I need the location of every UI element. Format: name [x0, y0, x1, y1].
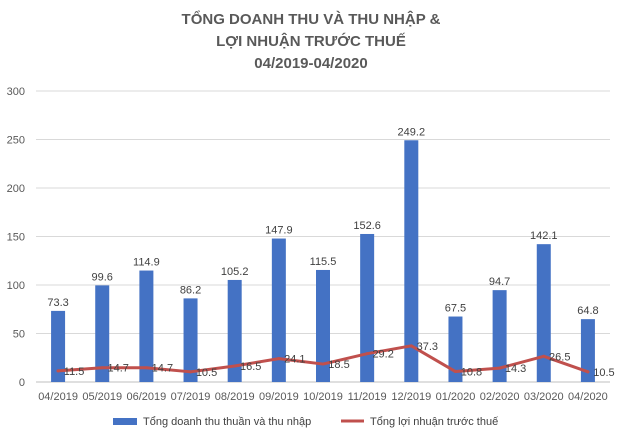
line-point: [56, 369, 60, 373]
y-tick-label: 200: [7, 183, 25, 195]
line-data-label: 11.5: [64, 366, 85, 378]
bar: [227, 279, 242, 382]
bar: [183, 298, 198, 382]
bar: [51, 310, 66, 382]
bar-data-label: 142.1: [530, 230, 558, 242]
line-data-label: 24.1: [284, 354, 305, 366]
y-tick-label: 50: [13, 329, 25, 341]
bar: [139, 270, 154, 382]
x-tick-label: 10/2019: [303, 391, 343, 403]
x-tick-label: 07/2019: [171, 391, 211, 403]
bar-series: [51, 140, 595, 382]
bar: [360, 233, 375, 382]
legend-label-bar: Tổng doanh thu thuần và thu nhập: [143, 416, 311, 428]
bar-data-label: 249.2: [398, 126, 426, 138]
line-point: [409, 344, 413, 348]
bar-data-label: 67.5: [445, 303, 466, 315]
bar-data-label: 94.7: [489, 276, 510, 288]
line-point: [498, 366, 502, 370]
chart-title-line-1: TỔNG DOANH THU VÀ THU NHẬP &: [182, 10, 441, 28]
bar: [492, 290, 507, 382]
bar: [271, 238, 286, 382]
line-point: [542, 354, 546, 358]
x-axis-ticks: 04/2019 05/2019 06/2019 07/2019 08/2019 09/20…: [38, 391, 608, 403]
y-tick-label: 0: [19, 377, 25, 389]
line-data-label: 10.8: [461, 367, 482, 379]
x-tick-label: 11/2019: [348, 391, 387, 403]
y-axis-ticks: 0 50 100 150 200 250 300: [7, 86, 25, 389]
x-tick-label: 08/2019: [215, 391, 255, 403]
bar-data-labels: 73.3 99.6 114.9 86.2 105.2 147.9 115.5 152.6 249…: [47, 126, 598, 317]
line-point: [144, 366, 148, 370]
legend-label-line: Tổng lợi nhuận trước thuế: [370, 416, 498, 428]
line-data-label: 10.5: [196, 367, 217, 379]
line-data-label: 10.5: [593, 367, 614, 379]
bar-data-label: 114.9: [133, 257, 160, 269]
bar-data-label: 152.6: [353, 220, 381, 232]
bar: [95, 285, 110, 382]
y-tick-label: 300: [7, 86, 25, 98]
line-point: [365, 352, 369, 356]
y-tick-label: 150: [7, 232, 25, 244]
bar-data-label: 105.2: [221, 266, 249, 278]
x-tick-label: 12/2019: [391, 391, 431, 403]
line-point: [189, 370, 193, 374]
line-point: [586, 370, 590, 374]
line-data-label: 14.7: [152, 363, 173, 375]
line-point: [233, 364, 237, 368]
legend-swatch-bar: [113, 418, 137, 425]
line-data-label: 37.3: [417, 341, 438, 353]
line-point: [277, 357, 281, 361]
line-data-label: 26.5: [549, 351, 570, 363]
bar-data-label: 73.3: [47, 297, 68, 309]
bar-data-label: 64.8: [577, 305, 598, 317]
x-tick-label: 04/2019: [38, 391, 78, 403]
line-point: [100, 366, 104, 370]
bar: [448, 316, 463, 382]
bar-data-label: 115.5: [310, 256, 337, 268]
line-data-label: 29.2: [372, 349, 393, 361]
bar: [536, 244, 551, 382]
bar: [404, 140, 419, 382]
bar-data-label: 86.2: [180, 284, 201, 296]
x-tick-label: 02/2020: [480, 391, 520, 403]
x-tick-label: 04/2020: [568, 391, 608, 403]
line-data-label: 14.3: [505, 363, 526, 375]
x-tick-label: 05/2019: [82, 391, 122, 403]
line-point: [453, 370, 457, 374]
bar: [316, 269, 330, 382]
line-point: [321, 362, 325, 366]
legend: Tổng doanh thu thuần và thu nhập Tổng lợ…: [113, 416, 498, 428]
bar-data-label: 99.6: [92, 271, 113, 283]
x-tick-label: 09/2019: [259, 391, 299, 403]
x-tick-label: 06/2019: [127, 391, 167, 403]
line-data-label: 16.5: [240, 361, 261, 373]
chart-title-line-2: LỢI NHUẬN TRƯỚC THUẾ: [216, 32, 406, 50]
x-tick-label: 01/2020: [436, 391, 476, 403]
chart-title-line-3: 04/2019-04/2020: [254, 55, 367, 72]
bar: [580, 319, 595, 382]
y-tick-label: 100: [7, 280, 25, 292]
line-data-label: 18.5: [328, 359, 349, 371]
x-tick-label: 03/2020: [524, 391, 564, 403]
line-data-label: 14.7: [108, 363, 129, 375]
y-tick-label: 250: [7, 135, 25, 147]
line-data-labels: 11.5 14.7 14.7 10.5 16.5 24.1 18.5 29.2 37.3 10.8…: [64, 341, 615, 379]
bar-data-label: 147.9: [265, 225, 293, 237]
line-series: [56, 344, 590, 374]
